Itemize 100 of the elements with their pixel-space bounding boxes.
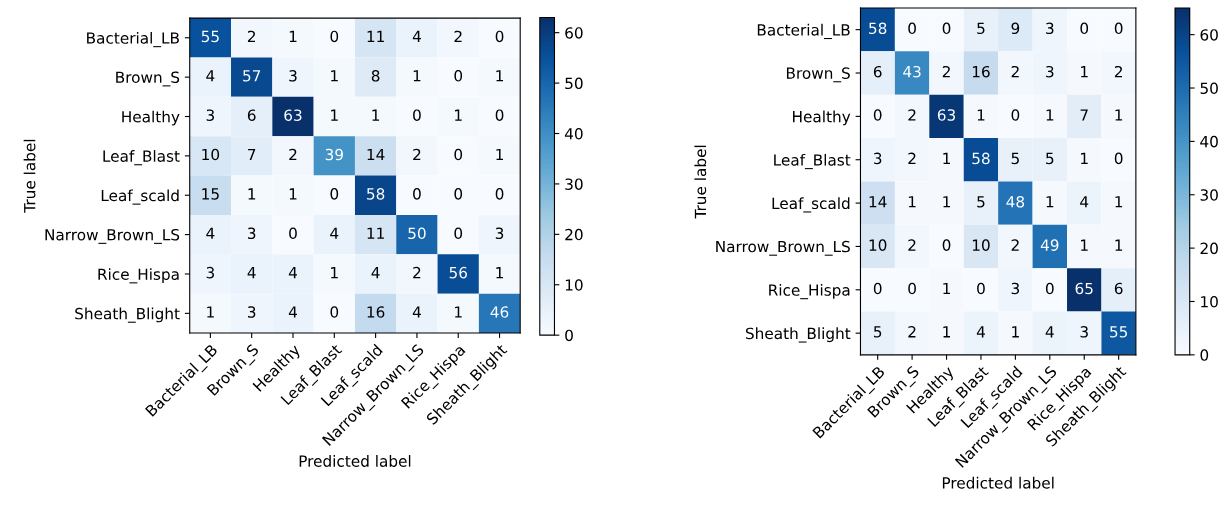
- y-tick-label: Leaf_Blast: [774, 153, 851, 170]
- data-label: 6: [1114, 282, 1123, 295]
- y-tick-label: Healthy: [793, 110, 851, 126]
- data-label: 6: [247, 109, 256, 121]
- data-label: 3: [289, 70, 297, 82]
- data-label: 1: [372, 109, 380, 121]
- data-label: 1: [289, 30, 297, 42]
- color-bar-label: 20: [565, 228, 583, 241]
- color-bar-label: 60: [1200, 29, 1218, 41]
- data-label: 1: [1081, 152, 1088, 164]
- color-bar-label: 30: [1200, 189, 1218, 201]
- data-label: 1: [943, 326, 950, 338]
- data-label: 0: [495, 109, 504, 121]
- color-bar-label: 60: [565, 27, 583, 39]
- data-label: 7: [1080, 109, 1088, 121]
- data-label: 2: [1011, 65, 1019, 78]
- data-label: 8: [371, 70, 380, 82]
- y-tick-label: Sheath_Blight: [75, 307, 180, 323]
- data-label: 2: [413, 148, 421, 161]
- data-label: 1: [289, 188, 297, 200]
- data-label: 4: [247, 267, 256, 279]
- data-label: 1: [248, 188, 256, 200]
- data-label: 11: [367, 30, 384, 42]
- data-label: 2: [908, 326, 916, 338]
- data-label: 5: [1011, 152, 1019, 165]
- y-tick-label: Brown_S: [116, 71, 180, 87]
- color-bar-label: 0: [1200, 349, 1209, 361]
- data-label: 0: [873, 282, 882, 295]
- data-label: 3: [1046, 65, 1054, 78]
- data-label: 1: [1081, 66, 1088, 78]
- y-axis-title: True label: [694, 145, 707, 219]
- data-label: 5: [1046, 152, 1054, 165]
- data-label: 2: [247, 30, 256, 42]
- y-tick-label: Rice_Hispa: [98, 268, 179, 284]
- data-label: 0: [1114, 22, 1123, 35]
- data-label: 1: [331, 70, 338, 82]
- y-tick-label: Narrow_Brown_LS: [716, 240, 850, 256]
- data-label: 1: [1046, 196, 1054, 208]
- data-label: 2: [1011, 239, 1019, 251]
- data-label: 48: [1006, 195, 1025, 208]
- data-label: 1: [1115, 109, 1123, 121]
- y-tick-label: Leaf_Blast: [103, 150, 180, 166]
- data-label: 55: [201, 30, 219, 43]
- x-axis-title: Predicted label: [942, 476, 1054, 489]
- data-label: 0: [1080, 22, 1089, 35]
- data-label: 3: [206, 266, 215, 279]
- data-label: 4: [412, 306, 421, 318]
- data-label: 4: [206, 70, 215, 82]
- data-label: 0: [1045, 282, 1054, 295]
- y-tick-label: Rice_Hispa: [769, 284, 850, 300]
- data-label: 55: [1110, 326, 1128, 338]
- data-label: 3: [1011, 282, 1020, 295]
- data-label: 0: [454, 148, 463, 161]
- data-label: 2: [454, 30, 462, 42]
- data-label: 4: [1045, 326, 1054, 338]
- data-label: 3: [1080, 326, 1088, 338]
- data-label: 4: [412, 30, 421, 42]
- data-label: 1: [455, 109, 462, 121]
- data-label: 1: [1115, 196, 1123, 208]
- data-label: 0: [289, 227, 297, 240]
- data-label: 3: [247, 306, 256, 318]
- color-bar-label: 50: [565, 77, 583, 90]
- y-tick-label: Bacterial_LB: [87, 31, 179, 48]
- data-label: 4: [976, 326, 985, 338]
- data-label: 3: [495, 227, 504, 240]
- data-label: 1: [207, 306, 214, 318]
- data-label: 5: [977, 196, 985, 208]
- y-axis-title: True label: [23, 139, 36, 213]
- data-label: 0: [1114, 152, 1123, 165]
- data-label: 10: [202, 148, 220, 161]
- data-label: 1: [496, 267, 503, 279]
- data-label: 0: [413, 188, 421, 200]
- data-label: 63: [937, 109, 956, 121]
- color-bar-label: 0: [565, 329, 573, 342]
- data-label: 2: [413, 266, 421, 279]
- color-bar-label: 20: [1200, 242, 1218, 255]
- y-tick-label: Brown_S: [786, 67, 850, 83]
- data-label: 3: [247, 227, 256, 240]
- data-label: 14: [869, 196, 887, 208]
- data-label: 16: [367, 306, 385, 318]
- data-label: 1: [1081, 239, 1088, 251]
- data-label: 0: [413, 109, 421, 121]
- data-label: 4: [288, 306, 297, 318]
- color-bar-label: 30: [565, 178, 583, 190]
- data-label: 50: [408, 227, 426, 240]
- data-label: 1: [1046, 109, 1054, 121]
- data-label: 58: [869, 22, 887, 35]
- data-label: 0: [454, 70, 463, 82]
- data-label: 65: [1075, 282, 1093, 295]
- data-label: 4: [330, 227, 339, 239]
- data-label: 0: [495, 188, 504, 200]
- data-label: 0: [495, 30, 504, 43]
- data-label: 9: [1011, 22, 1020, 35]
- data-label: 0: [873, 109, 882, 121]
- data-label: 57: [243, 70, 261, 82]
- y-tick-label: Sheath_Blight: [745, 327, 851, 343]
- data-label: 16: [972, 65, 990, 78]
- data-label: 1: [331, 267, 338, 279]
- data-label: 1: [455, 306, 462, 318]
- data-label: 0: [454, 227, 463, 240]
